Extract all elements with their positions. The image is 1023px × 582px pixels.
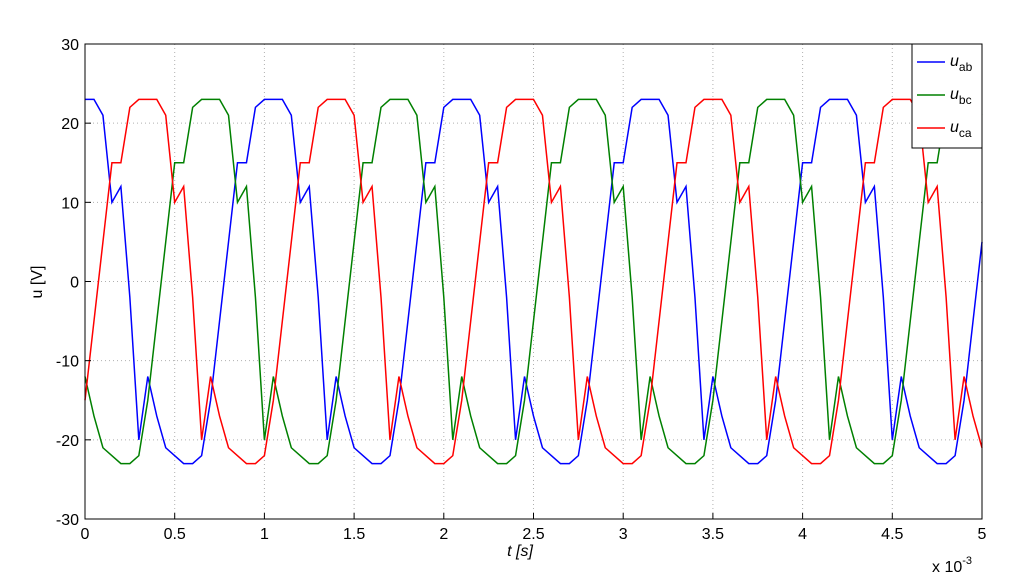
legend-subscript: ab <box>959 60 973 74</box>
x-tick-label: 1 <box>260 526 269 543</box>
y-tick-label: -20 <box>56 433 79 450</box>
legend-name: u <box>950 53 959 70</box>
y-tick-label: 10 <box>61 195 79 212</box>
legend-name: u <box>950 86 959 103</box>
y-axis-label: u [V] <box>29 266 46 299</box>
legend-subscript: ca <box>959 126 972 140</box>
x-tick-label: 0 <box>81 526 90 543</box>
x-tick-label: 2.5 <box>522 526 544 543</box>
x-axis-label: t [s] <box>507 543 533 560</box>
series-line <box>85 98 983 465</box>
legend-subscript: bc <box>959 93 972 107</box>
y-tick-label: 0 <box>70 275 79 292</box>
x-tick-label: 0.5 <box>164 526 186 543</box>
legend-label: uca <box>950 119 972 140</box>
plot-lines <box>84 98 983 465</box>
x-multiplier: x 10-3 <box>932 555 972 576</box>
legend-label: uab <box>950 53 973 74</box>
series-line <box>84 98 983 465</box>
x-tick-label: 4 <box>798 526 807 543</box>
series-line <box>84 98 983 465</box>
x-tick-label: 4.5 <box>881 526 903 543</box>
axes: 0 0.5 1 1.5 2 2.5 3 3.5 4 4.5 5 -30 -20 -10 0 10 20 30 <box>56 37 987 543</box>
legend-label: ubc <box>950 86 972 107</box>
y-tick-label: -30 <box>56 512 79 529</box>
x-multiplier-exponent: -3 <box>962 555 972 567</box>
y-tick-label: 30 <box>61 37 79 54</box>
x-tick-label: 1.5 <box>343 526 365 543</box>
x-multiplier-base: x 10 <box>932 559 962 576</box>
x-tick-label: 2 <box>439 526 448 543</box>
x-tick-label: 3 <box>619 526 628 543</box>
legend-name: u <box>950 119 959 136</box>
y-tick-label: 20 <box>61 116 79 133</box>
x-tick-label: 3.5 <box>702 526 724 543</box>
y-tick-label: -10 <box>56 354 79 371</box>
x-tick-label: 5 <box>978 526 987 543</box>
